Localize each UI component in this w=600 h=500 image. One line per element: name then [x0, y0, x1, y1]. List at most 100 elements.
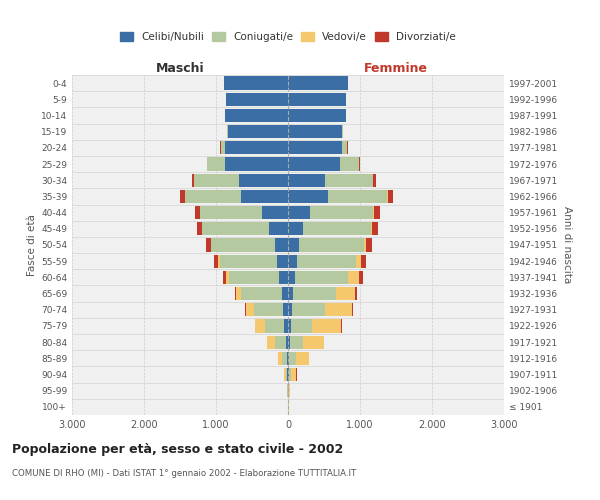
Bar: [236, 287, 241, 300]
Bar: [191, 174, 194, 187]
Bar: [200, 206, 262, 220]
Bar: [224, 141, 288, 154]
Bar: [325, 303, 352, 316]
Bar: [288, 190, 328, 203]
Bar: [254, 303, 283, 316]
Bar: [214, 254, 218, 268]
Bar: [288, 254, 296, 268]
Bar: [388, 190, 393, 203]
Bar: [227, 125, 288, 138]
Bar: [197, 222, 202, 235]
Bar: [288, 206, 310, 220]
Bar: [288, 92, 346, 106]
Bar: [241, 287, 281, 300]
Bar: [241, 190, 288, 203]
Bar: [372, 222, 378, 235]
Bar: [287, 352, 288, 365]
Bar: [284, 320, 288, 332]
Bar: [268, 336, 275, 349]
Bar: [328, 190, 388, 203]
Bar: [310, 206, 373, 220]
Bar: [288, 76, 348, 90]
Bar: [359, 270, 362, 284]
Bar: [206, 238, 211, 252]
Bar: [288, 287, 293, 300]
Bar: [226, 270, 229, 284]
Bar: [235, 287, 236, 300]
Bar: [325, 174, 373, 187]
Bar: [221, 141, 224, 154]
Bar: [288, 352, 289, 365]
Bar: [373, 174, 376, 187]
Bar: [211, 238, 275, 252]
Bar: [180, 190, 185, 203]
Bar: [284, 368, 286, 381]
Bar: [288, 158, 340, 170]
Bar: [288, 109, 346, 122]
Bar: [355, 287, 357, 300]
Bar: [366, 238, 371, 252]
Bar: [291, 368, 296, 381]
Bar: [336, 287, 355, 300]
Bar: [229, 270, 280, 284]
Bar: [278, 352, 281, 365]
Bar: [290, 336, 303, 349]
Bar: [226, 109, 288, 122]
Bar: [342, 141, 347, 154]
Bar: [218, 254, 220, 268]
Bar: [265, 320, 284, 332]
Bar: [281, 287, 288, 300]
Bar: [288, 336, 290, 349]
Legend: Celibi/Nubili, Coniugati/e, Vedovi/e, Divorziati/e: Celibi/Nubili, Coniugati/e, Vedovi/e, Di…: [116, 28, 460, 46]
Bar: [356, 254, 361, 268]
Bar: [208, 158, 224, 170]
Bar: [224, 76, 288, 90]
Bar: [269, 222, 288, 235]
Bar: [371, 222, 372, 235]
Bar: [288, 222, 303, 235]
Bar: [224, 158, 288, 170]
Bar: [289, 384, 290, 398]
Bar: [239, 174, 288, 187]
Text: Popolazione per età, sesso e stato civile - 2002: Popolazione per età, sesso e stato civil…: [12, 442, 343, 456]
Bar: [194, 206, 200, 220]
Bar: [291, 320, 313, 332]
Bar: [374, 206, 380, 220]
Bar: [289, 368, 291, 381]
Bar: [352, 303, 353, 316]
Bar: [275, 238, 288, 252]
Bar: [340, 158, 359, 170]
Bar: [262, 206, 288, 220]
Bar: [194, 174, 239, 187]
Bar: [288, 141, 342, 154]
Bar: [288, 303, 292, 316]
Y-axis label: Fasce di età: Fasce di età: [27, 214, 37, 276]
Bar: [295, 270, 349, 284]
Bar: [296, 352, 309, 365]
Bar: [303, 336, 324, 349]
Bar: [286, 368, 287, 381]
Text: Femmine: Femmine: [364, 62, 428, 75]
Bar: [292, 303, 325, 316]
Bar: [299, 238, 364, 252]
Bar: [185, 190, 241, 203]
Bar: [245, 303, 254, 316]
Bar: [288, 270, 295, 284]
Bar: [220, 254, 277, 268]
Bar: [359, 158, 360, 170]
Bar: [226, 92, 288, 106]
Bar: [364, 238, 366, 252]
Bar: [288, 125, 342, 138]
Bar: [296, 254, 356, 268]
Bar: [288, 174, 325, 187]
Bar: [275, 336, 286, 349]
Bar: [255, 320, 265, 332]
Bar: [293, 287, 336, 300]
Bar: [202, 222, 269, 235]
Bar: [361, 254, 366, 268]
Bar: [286, 336, 288, 349]
Text: COMUNE DI RHO (MI) - Dati ISTAT 1° gennaio 2002 - Elaborazione TUTTITALIA.IT: COMUNE DI RHO (MI) - Dati ISTAT 1° genna…: [12, 468, 356, 477]
Bar: [280, 270, 288, 284]
Bar: [288, 238, 299, 252]
Bar: [281, 352, 287, 365]
